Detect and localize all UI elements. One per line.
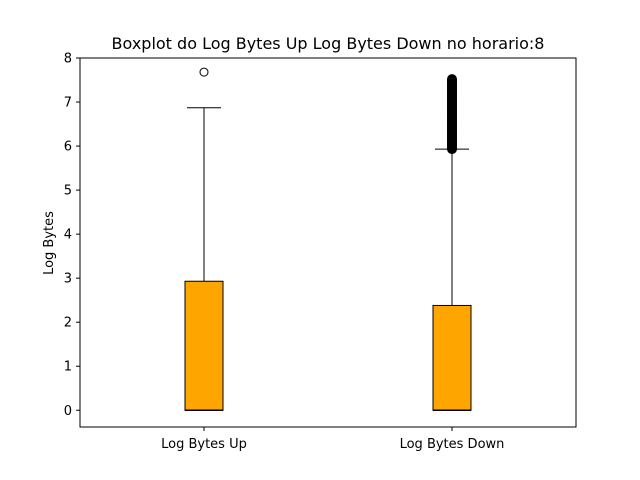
plot-area bbox=[184, 67, 472, 412]
plot-frame bbox=[79, 57, 577, 428]
y-tick-label: 8 bbox=[64, 52, 72, 67]
box-iqr bbox=[184, 280, 224, 411]
y-tick-label: 5 bbox=[64, 184, 72, 199]
x-axis: Log Bytes Up Log Bytes Down bbox=[161, 427, 504, 452]
y-axis: 0 1 2 3 4 5 6 7 8 bbox=[64, 52, 80, 419]
y-tick-label: 3 bbox=[64, 272, 72, 287]
box-group bbox=[432, 74, 472, 412]
outlier-point bbox=[447, 74, 457, 85]
chart-title: Boxplot do Log Bytes Up Log Bytes Down n… bbox=[112, 34, 545, 53]
y-tick-label: 1 bbox=[64, 360, 72, 375]
y-axis-label: Log Bytes bbox=[42, 211, 57, 275]
box-group bbox=[184, 67, 224, 412]
y-tick-label: 6 bbox=[64, 140, 72, 155]
y-tick-label: 0 bbox=[64, 404, 72, 419]
y-tick-label: 2 bbox=[64, 316, 72, 331]
y-tick-label: 4 bbox=[64, 228, 72, 243]
box-iqr bbox=[432, 304, 472, 411]
x-tick-label: Log Bytes Up bbox=[161, 437, 247, 452]
x-tick-label: Log Bytes Down bbox=[400, 437, 505, 452]
outlier-point bbox=[199, 67, 209, 77]
y-tick-label: 7 bbox=[64, 96, 72, 111]
